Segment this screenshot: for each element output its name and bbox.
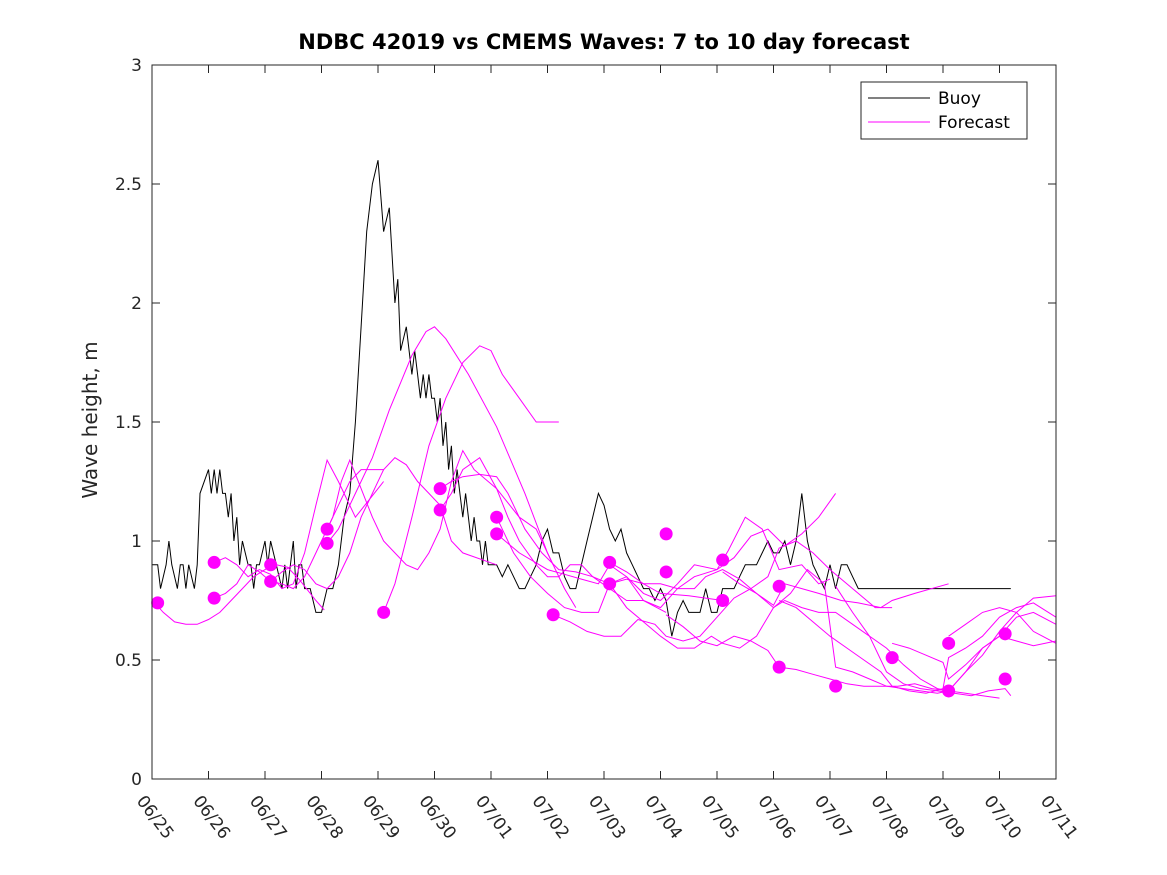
y-tick-label: 0.5 xyxy=(115,651,142,671)
x-tick-label: 07/07 xyxy=(810,792,855,843)
forecast-start-marker xyxy=(829,679,843,693)
forecast-line xyxy=(270,457,497,590)
forecast-line xyxy=(552,540,893,642)
forecast-line xyxy=(154,564,325,625)
forecast-start-marker xyxy=(659,527,673,541)
x-tick-label: 07/04 xyxy=(641,792,686,843)
x-tick-label: 06/30 xyxy=(415,792,460,843)
x-tick-label: 06/29 xyxy=(358,792,403,843)
forecast-start-marker xyxy=(320,536,334,550)
forecast-line xyxy=(778,600,1057,694)
forecast-start-marker xyxy=(433,503,447,517)
forecast-start-marker xyxy=(716,594,730,607)
y-tick-label: 2 xyxy=(131,294,142,314)
forecast-start-marker xyxy=(885,651,899,665)
forecast-start-marker xyxy=(264,574,278,588)
y-tick-label: 1 xyxy=(131,532,142,552)
x-tick-label: 07/01 xyxy=(471,792,516,843)
x-tick-label: 07/10 xyxy=(980,792,1025,843)
forecast-start-marker xyxy=(942,636,956,650)
tick-layer: 0 0.5 1 1.5 2 2.5 3 06/25 06/26 06/27 06/28 06/29 06… xyxy=(115,56,1082,843)
forecast-line xyxy=(214,458,384,590)
forecast-line xyxy=(439,473,723,601)
forecast-line xyxy=(609,561,949,609)
forecast-start-marker xyxy=(377,605,391,619)
forecast-line xyxy=(326,326,577,608)
legend: Buoy Forecast xyxy=(860,81,1028,140)
forecast-start-marker xyxy=(603,555,617,569)
forecast-start-marker xyxy=(942,684,956,698)
x-tick-label: 07/03 xyxy=(584,792,629,843)
y-tick-label: 0 xyxy=(131,770,142,790)
forecast-start-marker xyxy=(772,579,786,593)
y-tick-label: 1.5 xyxy=(115,413,142,433)
x-tick-label: 07/08 xyxy=(867,792,912,843)
legend-box xyxy=(860,81,1028,140)
y-tick-label: 3 xyxy=(131,56,142,76)
x-tick-label: 07/02 xyxy=(528,792,573,843)
forecast-start-marker xyxy=(207,591,221,605)
forecast-start-marker xyxy=(603,577,617,591)
x-tick-label: 07/05 xyxy=(697,792,742,843)
y-tick-label: 2.5 xyxy=(115,175,142,195)
marker-layer xyxy=(151,482,1012,698)
forecast-line xyxy=(948,607,1057,644)
forecast-line xyxy=(214,469,384,599)
forecast-start-marker xyxy=(264,558,278,572)
forecast-start-marker xyxy=(546,608,560,622)
forecast-line xyxy=(496,493,837,613)
x-tick-label: 06/25 xyxy=(132,792,177,843)
forecast-line xyxy=(383,345,559,613)
x-tick-label: 06/26 xyxy=(189,792,234,843)
forecast-start-marker xyxy=(490,510,504,524)
forecast-start-marker xyxy=(659,565,673,579)
legend-label-forecast: Forecast xyxy=(938,113,1010,133)
x-tick-label: 06/27 xyxy=(245,792,290,843)
forecast-start-marker xyxy=(320,522,334,536)
forecast-start-marker xyxy=(433,482,447,496)
forecast-start-marker xyxy=(490,527,504,541)
x-tick-label: 07/06 xyxy=(754,792,799,843)
chart-title: NDBC 42019 vs CMEMS Waves: 7 to 10 day f… xyxy=(298,30,910,54)
forecast-start-marker xyxy=(151,596,165,610)
x-tick-label: 06/28 xyxy=(302,792,347,843)
forecast-start-marker xyxy=(207,555,221,569)
forecast-start-marker xyxy=(998,627,1012,641)
forecast-line xyxy=(891,611,1057,680)
series-layer xyxy=(152,160,1057,699)
forecast-start-marker xyxy=(772,660,786,674)
axes-box xyxy=(151,64,1057,780)
x-tick-label: 07/09 xyxy=(923,792,968,843)
buoy-line xyxy=(152,160,1011,637)
forecast-line xyxy=(496,516,831,602)
forecast-line xyxy=(439,456,667,613)
legend-label-buoy: Buoy xyxy=(938,89,981,109)
forecast-start-marker xyxy=(716,553,730,567)
x-tick-label: 07/11 xyxy=(1036,792,1081,843)
forecast-start-marker xyxy=(998,672,1012,686)
